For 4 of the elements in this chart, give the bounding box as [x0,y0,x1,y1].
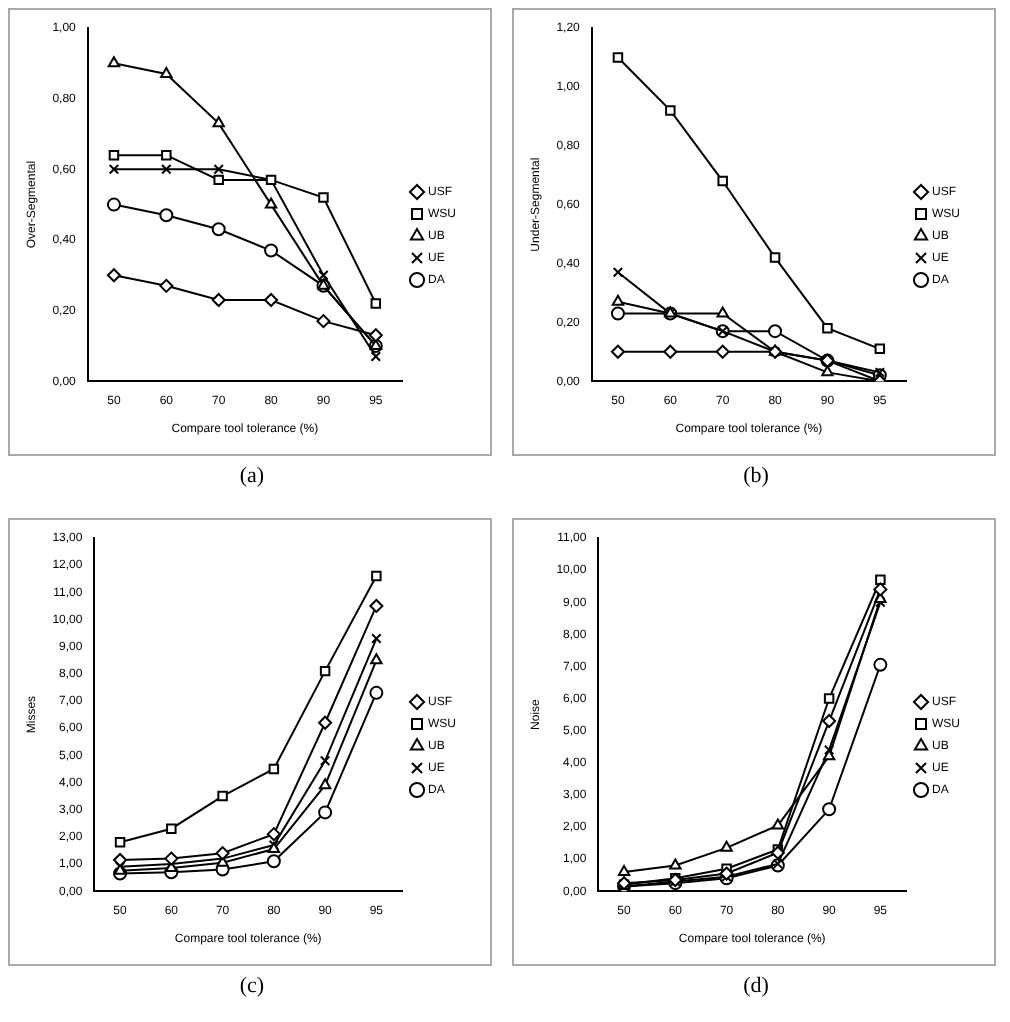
text: (c) [237,974,267,998]
text: (a) [237,464,267,488]
text: (b) [741,464,771,488]
text: (d) [741,974,771,998]
